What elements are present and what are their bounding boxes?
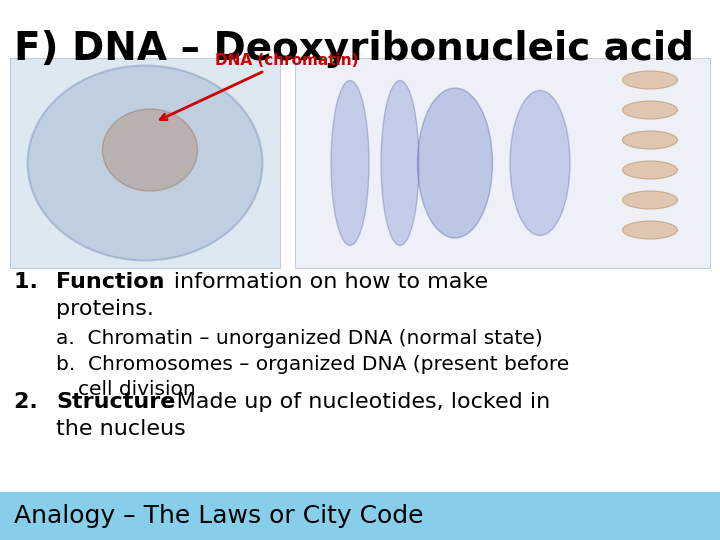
Text: DNA (chromatin): DNA (chromatin) xyxy=(161,53,359,120)
Text: the nucleus: the nucleus xyxy=(56,419,186,439)
Text: proteins.: proteins. xyxy=(56,299,154,319)
Ellipse shape xyxy=(623,71,678,89)
Text: :  information on how to make: : information on how to make xyxy=(152,272,488,292)
Text: Analogy – The Laws or City Code: Analogy – The Laws or City Code xyxy=(14,504,423,528)
Text: a.  Chromatin – unorganized DNA (normal state): a. Chromatin – unorganized DNA (normal s… xyxy=(56,329,543,348)
Ellipse shape xyxy=(510,91,570,235)
Ellipse shape xyxy=(623,191,678,209)
FancyBboxPatch shape xyxy=(0,492,720,540)
Ellipse shape xyxy=(102,109,197,191)
Text: cell division: cell division xyxy=(78,380,196,399)
Ellipse shape xyxy=(331,80,369,246)
FancyBboxPatch shape xyxy=(295,58,710,268)
Text: : Made up of nucleotides, locked in: : Made up of nucleotides, locked in xyxy=(162,392,550,412)
FancyBboxPatch shape xyxy=(10,58,280,268)
Ellipse shape xyxy=(418,88,492,238)
Ellipse shape xyxy=(623,131,678,149)
Text: b.  Chromosomes – organized DNA (present before: b. Chromosomes – organized DNA (present … xyxy=(56,355,570,374)
Text: Function: Function xyxy=(56,272,164,292)
Text: F) DNA – Deoxyribonucleic acid: F) DNA – Deoxyribonucleic acid xyxy=(14,30,694,68)
Ellipse shape xyxy=(381,80,419,246)
Text: 1.: 1. xyxy=(14,272,53,292)
Ellipse shape xyxy=(623,221,678,239)
Ellipse shape xyxy=(27,65,263,260)
Ellipse shape xyxy=(623,161,678,179)
Text: Structure: Structure xyxy=(56,392,176,412)
Text: 2.: 2. xyxy=(14,392,53,412)
Ellipse shape xyxy=(623,101,678,119)
